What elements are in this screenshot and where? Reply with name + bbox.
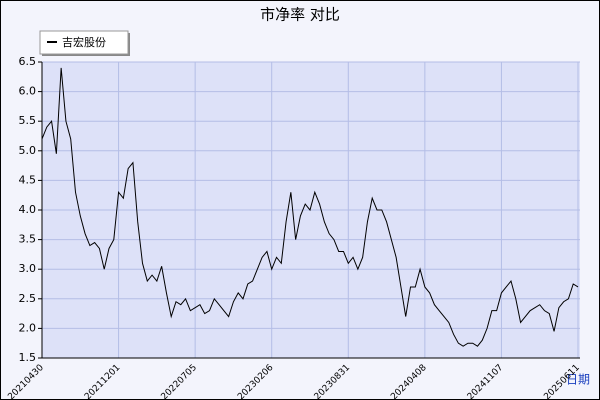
y-tick-label: 6.5 xyxy=(19,55,37,68)
data-line xyxy=(41,67,579,347)
y-tick-label: 3.5 xyxy=(19,233,37,246)
y-tick-label: 1.5 xyxy=(19,351,37,364)
y-tick-label: 2.0 xyxy=(19,321,37,334)
legend-box xyxy=(39,30,129,55)
y-tick-label: 5.0 xyxy=(19,144,37,157)
y-tick-label: 3.0 xyxy=(19,262,37,275)
legend-label: 吉宏股份 xyxy=(62,35,106,49)
y-tick-label: 2.5 xyxy=(19,292,37,305)
y-tick-label: 4.5 xyxy=(19,173,37,186)
chart-title: 市净率 对比 xyxy=(260,6,340,24)
y-tick-label: 6.0 xyxy=(19,85,37,98)
y-tick-label: 5.5 xyxy=(19,114,37,127)
y-tick-label: 4.0 xyxy=(19,203,37,216)
x-axis-label: 日期 xyxy=(566,373,590,387)
legend xyxy=(39,30,130,56)
